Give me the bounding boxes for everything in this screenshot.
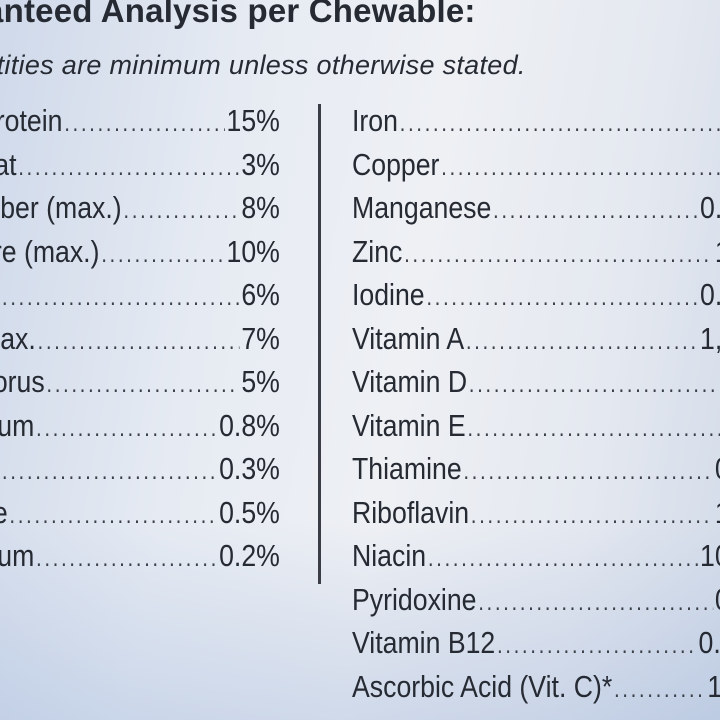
dot-leader — [400, 110, 720, 138]
nutrient-value: 1.0 — [715, 495, 720, 531]
analysis-heading: ranteed Analysis per Chewable: — [0, 0, 476, 29]
nutrient-value: 10% — [226, 233, 280, 269]
nutrient-value: 120 — [707, 669, 720, 705]
nutrient-label: Niacin — [352, 538, 427, 573]
nutrient-value: 5% — [241, 364, 280, 399]
nutrient-label: Copper — [352, 146, 440, 182]
nutrient-value: 0.1 — [715, 582, 720, 618]
left-nutrient-row: horus 5% — [0, 364, 280, 408]
dot-leader — [471, 502, 713, 530]
left-nutrient-row: de 0.5% — [0, 495, 280, 539]
dot-leader — [101, 241, 225, 269]
left-nutrient-row: Fat 3% — [0, 147, 280, 191]
right-nutrient-row: Ascorbic Acid (Vit. C)* 120 — [352, 669, 720, 713]
left-nutrient-row: max. 7% — [0, 321, 280, 365]
left-nutrient-row: Fiber (max.) 8% — [0, 190, 280, 234]
nutrient-label: Protein — [0, 103, 63, 138]
dot-leader — [478, 589, 713, 617]
analysis-subheading: antities are minimum unless otherwise st… — [0, 50, 526, 80]
dot-leader — [404, 241, 713, 269]
dot-leader — [466, 328, 698, 356]
dot-leader — [493, 197, 698, 225]
left-nutrient-row: ure (max.) 10% — [0, 234, 280, 278]
nutrient-value: 8% — [241, 190, 280, 225]
nutrient-value: 3% — [241, 146, 280, 182]
nutrient-label: Thiamine — [352, 451, 462, 486]
nutrient-value: 1,00 — [700, 320, 720, 356]
dot-leader — [36, 545, 217, 573]
nutrient-label: Zinc — [352, 233, 403, 269]
nutrient-value: 1.5 — [715, 234, 720, 270]
dot-leader — [38, 328, 240, 356]
nutrient-label: de — [0, 495, 8, 531]
dot-leader — [46, 371, 239, 399]
right-nutrient-row: Vitamin B12 0.5 r — [352, 625, 720, 669]
nutrient-value: 0.8 — [715, 451, 720, 487]
nutrient-value: 0.05 — [700, 277, 720, 312]
dot-leader — [463, 458, 713, 486]
left-nutrient-row: Protein 15% — [0, 103, 280, 147]
nutrient-label: Fat — [0, 146, 17, 182]
dot-leader — [2, 284, 240, 312]
nutrient-label: Vitamin D — [352, 364, 468, 399]
nutrient-label: Iodine — [352, 277, 425, 312]
right-nutrient-row: Vitamin D10 — [352, 364, 720, 408]
nutrient-label: Ascorbic Acid (Vit. C)* — [352, 668, 613, 704]
left-nutrient-row: sium 0.2% — [0, 538, 280, 582]
right-nutrient-row: Zinc 1.5 — [352, 234, 720, 278]
dot-leader — [36, 415, 217, 443]
left-nutrient-row: m6% — [0, 277, 280, 321]
dot-leader — [426, 284, 698, 312]
nutrient-value: 10.0 — [700, 538, 720, 573]
right-nutrient-row: Iron — [352, 103, 720, 147]
dot-leader — [64, 110, 225, 138]
column-divider — [318, 104, 321, 584]
dot-leader — [2, 458, 217, 486]
nutrient-label: Iron — [352, 103, 398, 138]
nutrient-label: sium — [0, 407, 35, 443]
nutrient-value: 0.5% — [219, 494, 280, 530]
right-nutrient-row: Iodine 0.05 — [352, 277, 720, 321]
right-nutrient-row: Vitamin A 1,00 — [352, 321, 720, 365]
nutrient-value: 0.3% — [219, 451, 280, 486]
nutrient-label: horus — [0, 364, 45, 399]
nutrient-value: 7% — [241, 320, 280, 356]
right-nutrient-row: Manganese 0.25 — [352, 190, 720, 234]
nutrient-label: max. — [0, 320, 36, 356]
nutrient-label: Vitamin B12 — [352, 625, 496, 660]
nutrient-label: Manganese — [352, 190, 492, 225]
nutrient-value: 6% — [241, 277, 280, 312]
nutrient-label: Pyridoxine — [352, 581, 477, 617]
nutrient-value: 15% — [226, 103, 280, 138]
right-nutrient-row: Pyridoxine 0.1 — [352, 582, 720, 626]
nutrient-value: 0.8% — [219, 407, 280, 443]
dot-leader — [9, 502, 217, 530]
nutrient-label: Vitamin E — [352, 407, 466, 443]
nutrient-value: 0.2% — [219, 538, 280, 573]
dot-leader — [497, 632, 697, 660]
nutrient-value: 0.25 — [700, 190, 720, 225]
right-nutrient-column: Iron Copper0.Manganese 0.25 Zinc 1.5 Iodine 0.… — [352, 103, 720, 712]
left-nutrient-row: m0.3% — [0, 451, 280, 495]
nutrient-label: Riboflavin — [352, 494, 470, 530]
left-nutrient-row: sium 0.8% — [0, 408, 280, 452]
right-nutrient-row: Niacin 10.0 — [352, 538, 720, 582]
nutrient-label: Vitamin A — [352, 320, 465, 356]
right-nutrient-row: Vitamin E — [352, 408, 720, 452]
dot-leader — [467, 415, 720, 443]
nutrient-label: sium — [0, 538, 35, 573]
left-nutrient-column: Protein 15% Fat 3% Fiber (max.) 8% ure (max.) 1… — [0, 103, 280, 582]
dot-leader — [469, 371, 720, 399]
right-nutrient-row: Riboflavin 1.0 — [352, 495, 720, 539]
dot-leader — [614, 676, 706, 704]
dot-leader — [428, 545, 698, 573]
right-nutrient-row: Thiamine 0.8 — [352, 451, 720, 495]
dot-leader — [441, 154, 720, 182]
right-nutrient-row: Copper0. — [352, 147, 720, 191]
nutrient-label: ure (max.) — [0, 233, 100, 269]
nutrient-label: Fiber (max.) — [0, 190, 122, 225]
dot-leader — [123, 197, 239, 225]
nutrient-value: 0.5 r — [698, 625, 720, 660]
dot-leader — [18, 154, 239, 182]
